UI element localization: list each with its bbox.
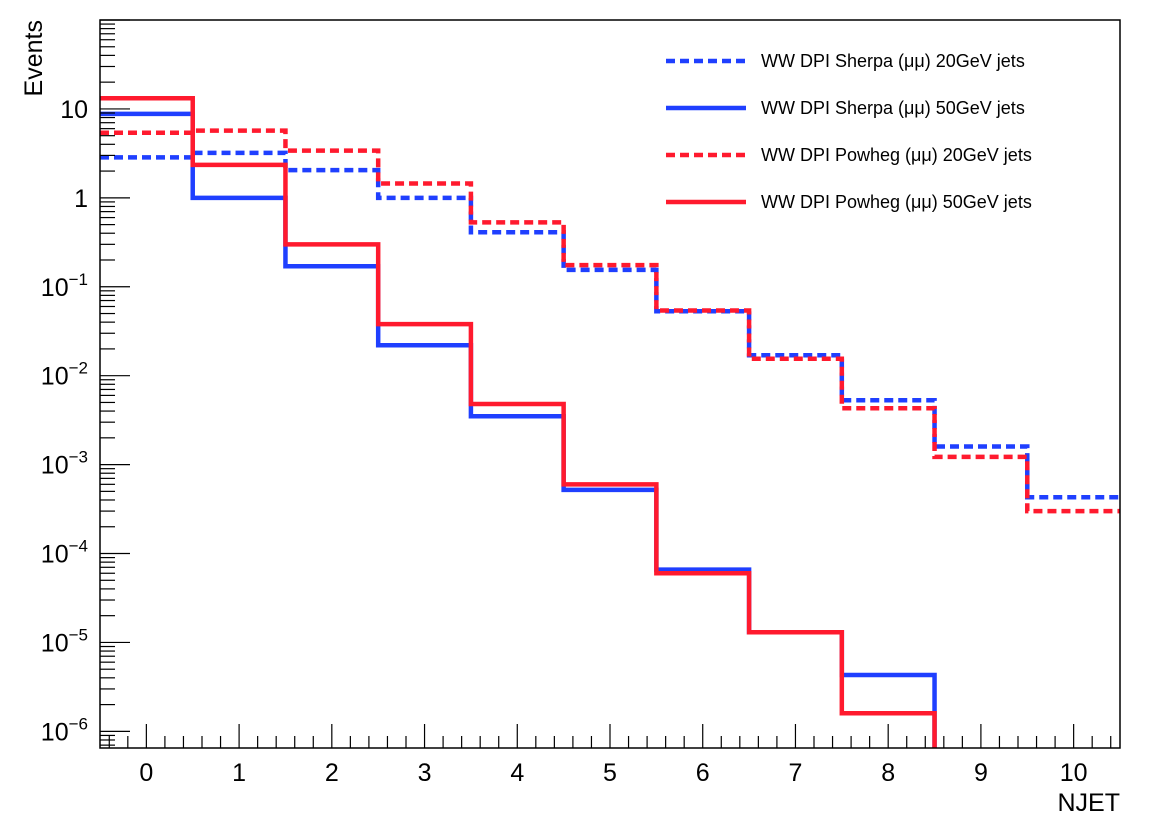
legend: WW DPI Sherpa (μμ) 20GeV jets WW DPI Sher…	[666, 51, 1032, 212]
x-tick-label: 9	[974, 759, 988, 787]
x-tick-label: 4	[510, 759, 524, 787]
series-line-1	[100, 150, 1120, 500]
y-tick-label: 10−5	[41, 625, 88, 657]
x-tick-label: 5	[603, 759, 617, 787]
x-tick-label: 0	[139, 759, 153, 787]
series-line-3	[100, 128, 1120, 514]
series-layer	[100, 95, 1120, 748]
legend-label: WW DPI Sherpa (μμ) 50GeV jets	[761, 98, 1025, 118]
tick-layer	[100, 19, 1112, 748]
y-tick-label: 1	[74, 185, 88, 213]
legend-label: WW DPI Powheg (μμ) 20GeV jets	[761, 145, 1032, 165]
x-tick-label: 7	[789, 759, 803, 787]
series-line-4	[100, 95, 937, 748]
y-tick-label: 10	[60, 96, 88, 124]
y-tick-label: 10−2	[41, 359, 88, 391]
y-tick-label: 10−6	[41, 714, 88, 746]
y-tick-label: 10−4	[41, 537, 88, 569]
y-tick-label: 10−1	[41, 270, 88, 302]
y-axis-title: Events	[20, 20, 48, 96]
label-layer: 0 1 2 3 4 5 6 7 8 9 10 10 1 10−1 10−2 10−3 10−4 10−5 10−6 N…	[20, 20, 1120, 817]
x-tick-label: 2	[325, 759, 339, 787]
x-tick-label: 8	[881, 759, 895, 787]
x-tick-label: 3	[418, 759, 432, 787]
legend-label: WW DPI Powheg (μμ) 50GeV jets	[761, 192, 1032, 212]
legend-label: WW DPI Sherpa (μμ) 20GeV jets	[761, 51, 1025, 71]
y-tick-label: 10−3	[41, 448, 88, 480]
x-tick-label: 1	[232, 759, 246, 787]
x-axis-title: NJET	[1058, 789, 1121, 817]
x-tick-label: 6	[696, 759, 710, 787]
x-tick-label: 10	[1060, 759, 1088, 787]
